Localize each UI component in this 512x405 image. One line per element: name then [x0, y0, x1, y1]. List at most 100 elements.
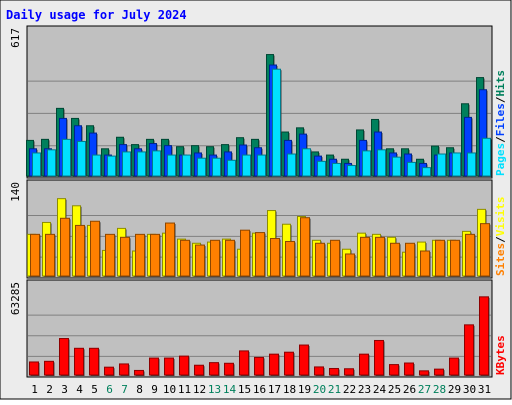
- bar-pages-day-10: [167, 154, 176, 177]
- bar-pages-day-16: [257, 154, 266, 177]
- day-label-18: 18: [283, 383, 296, 396]
- day-label-19: 19: [298, 383, 311, 396]
- bar-kbytes-day-4: [74, 347, 84, 376]
- scale-label: 617: [9, 28, 22, 48]
- bar-kbytes-day-6: [104, 366, 114, 376]
- bar-pages-day-19: [302, 148, 311, 177]
- legend-item: /: [494, 96, 507, 103]
- day-label-3: 3: [61, 383, 68, 396]
- day-label-24: 24: [373, 383, 387, 396]
- day-label-22: 22: [343, 383, 356, 396]
- bar-sites-day-11: [180, 239, 190, 277]
- bar-pages-day-22: [347, 165, 356, 177]
- bar-sites-day-5: [90, 220, 100, 277]
- bar-sites-day-16: [255, 232, 265, 277]
- bar-kbytes-day-26: [404, 362, 414, 376]
- bar-pages-day-27: [422, 167, 431, 177]
- bar-pages-day-24: [377, 149, 386, 177]
- bar-sites-day-6: [105, 233, 115, 277]
- day-label-20: 20: [313, 383, 326, 396]
- legend-item: KBytes: [494, 335, 507, 375]
- bar-pages-day-1: [32, 152, 41, 177]
- bar-pages-day-31: [482, 137, 491, 177]
- bar-kbytes-day-13: [209, 362, 219, 376]
- bar-kbytes-day-10: [164, 357, 174, 376]
- day-label-9: 9: [151, 383, 158, 396]
- bar-pages-day-9: [152, 150, 161, 177]
- bar-kbytes-day-3: [59, 338, 69, 376]
- legend-item: Files: [494, 103, 507, 136]
- bar-pages-day-29: [452, 152, 461, 177]
- bar-kbytes-day-21: [329, 367, 339, 376]
- legend: KBytes: [494, 335, 507, 375]
- day-label-7: 7: [121, 383, 128, 396]
- bar-kbytes-day-30: [464, 324, 474, 376]
- bar-pages-day-21: [332, 162, 341, 177]
- bar-sites-day-10: [165, 222, 175, 277]
- legend-item: /: [494, 136, 507, 143]
- bar-sites-day-3: [60, 217, 70, 277]
- day-label-23: 23: [358, 383, 371, 396]
- day-label-5: 5: [91, 383, 98, 396]
- day-label-27: 27: [418, 383, 431, 396]
- bar-sites-day-22: [345, 253, 355, 277]
- legend-item: Pages: [494, 143, 507, 176]
- bar-pages-day-7: [122, 151, 131, 177]
- day-label-6: 6: [106, 383, 113, 396]
- bar-kbytes-day-25: [389, 364, 399, 376]
- bar-kbytes-day-7: [119, 363, 129, 376]
- day-label-12: 12: [193, 383, 206, 396]
- day-label-8: 8: [136, 383, 143, 396]
- day-labels: 1 2 3 4 5 6 7 8 9 10 11 12 13 14 15 16 17 18 19 20 21 22 23 24 2…: [31, 383, 491, 396]
- legend-item: Visits: [494, 197, 507, 237]
- bar-pages-day-13: [212, 157, 221, 177]
- bar-kbytes-day-1: [29, 361, 39, 376]
- bar-pages-day-6: [107, 155, 116, 177]
- bar-pages-day-25: [392, 156, 401, 177]
- bar-sites-day-24: [375, 236, 385, 277]
- chart-panels: 617Pages/Files/Hits140Sites/Visits63285K…: [9, 25, 507, 378]
- day-label-26: 26: [403, 383, 416, 396]
- bar-sites-day-25: [390, 242, 400, 277]
- bar-pages-day-11: [182, 154, 191, 177]
- bar-pages-day-23: [362, 150, 371, 177]
- bar-kbytes-day-23: [359, 353, 369, 376]
- bar-sites-day-28: [435, 239, 445, 277]
- scale-label: 140: [9, 182, 22, 202]
- bar-sites-day-9: [150, 233, 160, 277]
- bar-pages-day-5: [92, 154, 101, 177]
- bar-pages-day-26: [407, 161, 416, 177]
- day-label-21: 21: [328, 383, 341, 396]
- bar-sites-day-26: [405, 242, 415, 277]
- bar-pages-day-20: [317, 160, 326, 177]
- bar-kbytes-day-8: [134, 369, 144, 376]
- bar-kbytes-day-28: [434, 368, 444, 376]
- bar-kbytes-day-15: [239, 350, 249, 376]
- day-label-30: 30: [463, 383, 476, 396]
- bar-sites-day-12: [195, 244, 205, 277]
- bar-sites-day-1: [30, 233, 40, 277]
- bar-pages-day-14: [227, 159, 236, 177]
- bar-pages-day-12: [197, 157, 206, 177]
- bar-kbytes-day-20: [314, 366, 324, 376]
- day-label-15: 15: [238, 383, 251, 396]
- bar-kbytes-day-2: [44, 360, 54, 376]
- day-label-25: 25: [388, 383, 401, 396]
- bar-sites-day-29: [450, 239, 460, 277]
- bar-kbytes-day-14: [224, 362, 234, 376]
- bar-kbytes-day-31: [479, 296, 489, 376]
- bar-kbytes-day-29: [449, 357, 459, 376]
- bar-sites-day-2: [45, 233, 55, 277]
- bar-kbytes-day-27: [419, 370, 429, 376]
- bar-pages-day-2: [47, 149, 56, 177]
- bar-sites-day-23: [360, 236, 370, 277]
- bar-kbytes-day-11: [179, 355, 189, 376]
- bar-sites-day-30: [465, 233, 475, 277]
- bar-kbytes-day-24: [374, 339, 384, 376]
- panel-3: 63285 KBytes: [9, 279, 507, 378]
- bar-sites-day-27: [420, 250, 430, 277]
- bar-kbytes-day-17: [269, 353, 279, 376]
